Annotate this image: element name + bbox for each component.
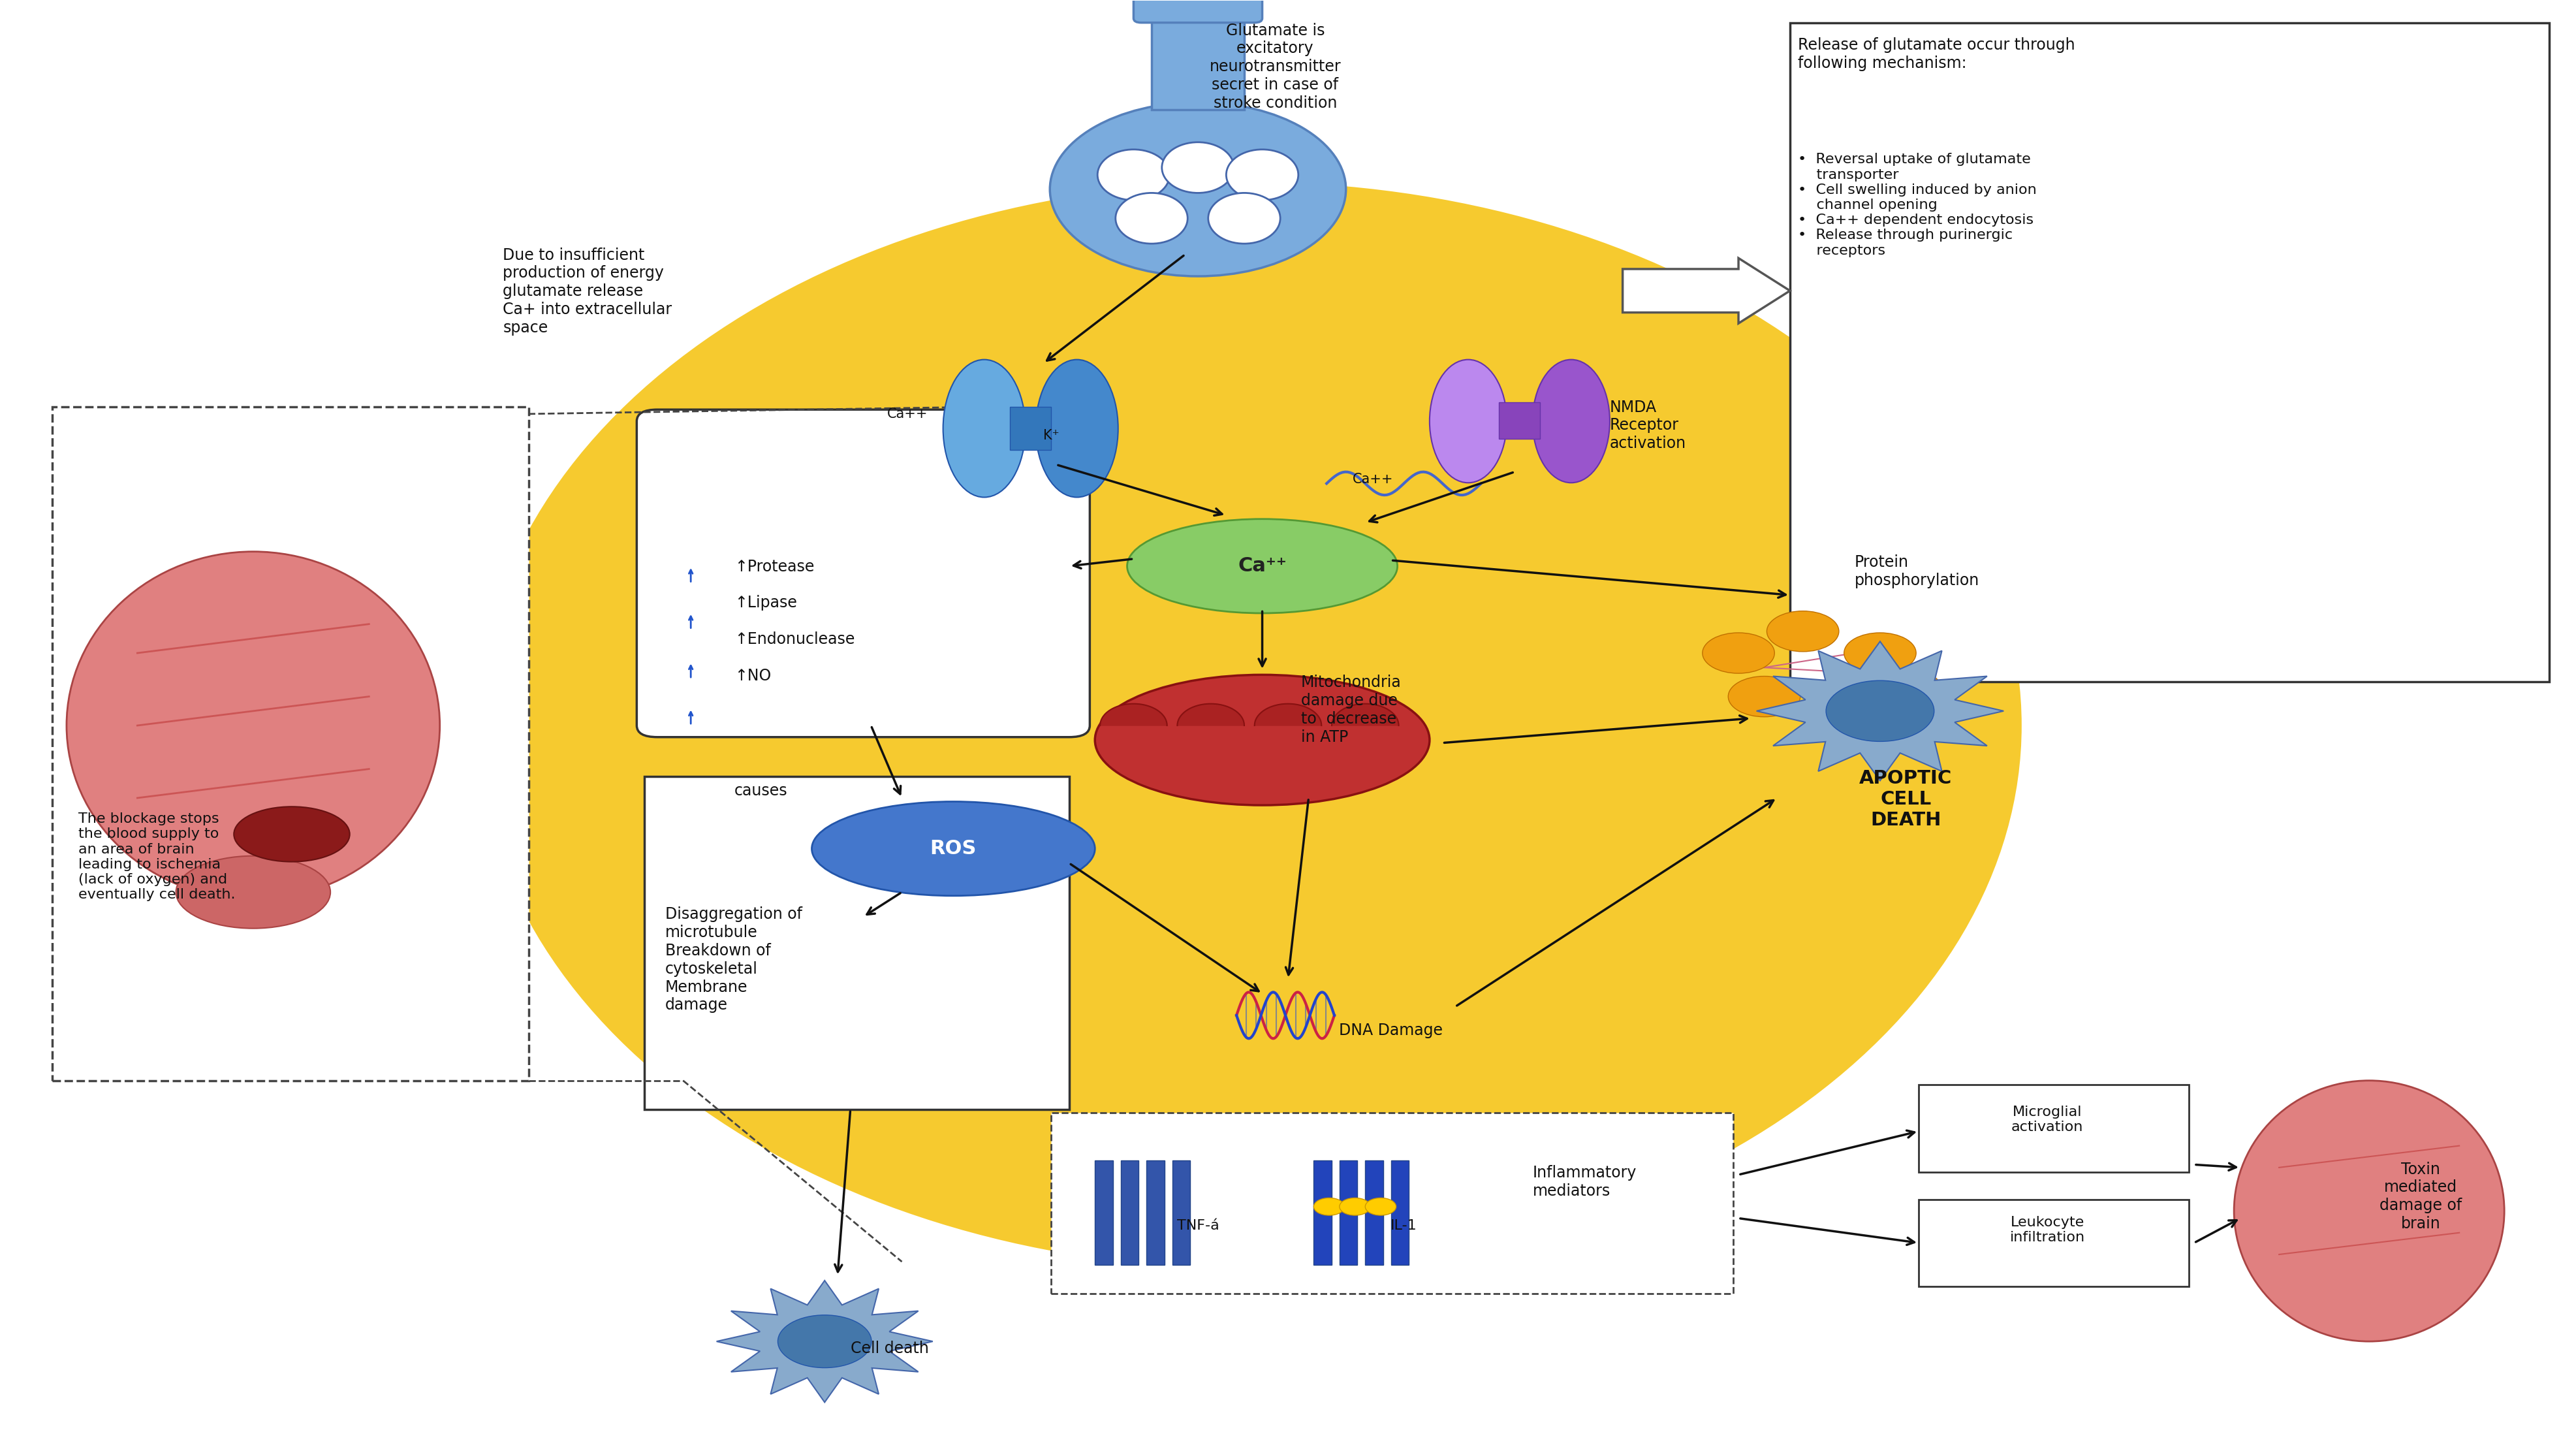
Ellipse shape xyxy=(67,551,440,900)
Circle shape xyxy=(1806,691,1878,731)
FancyBboxPatch shape xyxy=(1051,1113,1734,1294)
Ellipse shape xyxy=(1226,149,1298,200)
FancyBboxPatch shape xyxy=(52,406,528,1081)
Text: The blockage stops
the blood supply to
an area of brain
leading to ischemia
(lac: The blockage stops the blood supply to a… xyxy=(77,813,234,901)
Polygon shape xyxy=(716,1281,933,1402)
Text: causes: causes xyxy=(734,784,788,798)
FancyBboxPatch shape xyxy=(1919,1085,2190,1172)
FancyBboxPatch shape xyxy=(1365,1161,1383,1265)
Text: Protein
phosphorylation: Protein phosphorylation xyxy=(1855,554,1978,588)
Text: TNF-á: TNF-á xyxy=(1177,1219,1218,1232)
FancyBboxPatch shape xyxy=(1919,1200,2190,1287)
Text: •  Reversal uptake of glutamate
    transporter
•  Cell swelling induced by anio: • Reversal uptake of glutamate transport… xyxy=(1798,152,2038,257)
FancyBboxPatch shape xyxy=(1151,16,1244,110)
Circle shape xyxy=(1844,633,1917,673)
Text: APOPTIC
CELL
DEATH: APOPTIC CELL DEATH xyxy=(1860,769,1953,830)
Text: Cell death: Cell death xyxy=(850,1341,927,1357)
Ellipse shape xyxy=(1095,675,1430,805)
Text: ↑Protease

↑Lipase

↑Endonuclease

↑NO: ↑Protease ↑Lipase ↑Endonuclease ↑NO xyxy=(734,559,855,683)
Ellipse shape xyxy=(1533,360,1610,483)
FancyBboxPatch shape xyxy=(1172,1161,1190,1265)
Circle shape xyxy=(1703,633,1775,673)
Circle shape xyxy=(1826,681,1935,741)
FancyBboxPatch shape xyxy=(1133,0,1262,23)
Circle shape xyxy=(1365,1199,1396,1216)
Text: Leukocyte
infiltration: Leukocyte infiltration xyxy=(2009,1216,2084,1244)
Circle shape xyxy=(1870,669,1942,710)
Ellipse shape xyxy=(234,807,350,862)
Ellipse shape xyxy=(943,360,1025,498)
FancyArrow shape xyxy=(1623,258,1790,324)
Ellipse shape xyxy=(2233,1081,2504,1341)
Text: Mitochondria
damage due
to  decrease
in ATP: Mitochondria damage due to decrease in A… xyxy=(1301,675,1401,744)
FancyBboxPatch shape xyxy=(1499,402,1540,438)
FancyBboxPatch shape xyxy=(1010,406,1051,450)
Circle shape xyxy=(1314,1199,1345,1216)
Polygon shape xyxy=(1255,704,1321,726)
Text: Microglial
activation: Microglial activation xyxy=(2012,1106,2084,1133)
Text: Due to insufficient
production of energy
glutamate release
Ca+ into extracellula: Due to insufficient production of energy… xyxy=(502,247,672,335)
Polygon shape xyxy=(1332,704,1399,726)
Text: K⁺: K⁺ xyxy=(1043,429,1059,443)
FancyBboxPatch shape xyxy=(1340,1161,1358,1265)
Ellipse shape xyxy=(1162,142,1234,193)
FancyBboxPatch shape xyxy=(1095,1161,1113,1265)
Circle shape xyxy=(1767,611,1839,651)
Ellipse shape xyxy=(1115,193,1188,244)
Text: Ca⁺⁺: Ca⁺⁺ xyxy=(1239,557,1285,576)
Text: Ca++: Ca++ xyxy=(1352,473,1394,486)
FancyBboxPatch shape xyxy=(1391,1161,1409,1265)
Text: Toxin
mediated
damage of
brain: Toxin mediated damage of brain xyxy=(2380,1161,2463,1232)
Ellipse shape xyxy=(1208,193,1280,244)
Circle shape xyxy=(1340,1199,1370,1216)
FancyBboxPatch shape xyxy=(1790,23,2550,682)
Text: Glutamate is
excitatory
neurotransmitter
secret in case of
stroke condition: Glutamate is excitatory neurotransmitter… xyxy=(1208,23,1342,110)
Text: Inflammatory
mediators: Inflammatory mediators xyxy=(1533,1165,1636,1199)
FancyBboxPatch shape xyxy=(1146,1161,1164,1265)
Ellipse shape xyxy=(477,181,2022,1270)
FancyBboxPatch shape xyxy=(636,409,1090,737)
Ellipse shape xyxy=(1128,519,1396,614)
Ellipse shape xyxy=(1430,360,1507,483)
Ellipse shape xyxy=(1036,360,1118,498)
Text: NMDA
Receptor
activation: NMDA Receptor activation xyxy=(1610,399,1687,451)
Text: Disaggregation of
microtubule
Breakdown of
cytoskeletal
Membrane
damage: Disaggregation of microtubule Breakdown … xyxy=(665,907,801,1013)
Text: IL-1: IL-1 xyxy=(1391,1219,1417,1232)
Ellipse shape xyxy=(1051,103,1345,276)
Text: Release of glutamate occur through
following mechanism:: Release of glutamate occur through follo… xyxy=(1798,38,2074,71)
FancyBboxPatch shape xyxy=(1314,1161,1332,1265)
Circle shape xyxy=(778,1315,871,1368)
Text: DNA Damage: DNA Damage xyxy=(1340,1023,1443,1039)
Polygon shape xyxy=(1177,704,1244,726)
Ellipse shape xyxy=(811,801,1095,895)
Circle shape xyxy=(1728,676,1801,717)
Polygon shape xyxy=(1100,704,1167,726)
Text: Ca++: Ca++ xyxy=(886,408,927,421)
Ellipse shape xyxy=(175,856,330,929)
FancyBboxPatch shape xyxy=(644,776,1069,1110)
Ellipse shape xyxy=(1097,149,1170,200)
Polygon shape xyxy=(1757,641,2004,781)
Text: ROS: ROS xyxy=(930,839,976,858)
FancyBboxPatch shape xyxy=(1121,1161,1139,1265)
